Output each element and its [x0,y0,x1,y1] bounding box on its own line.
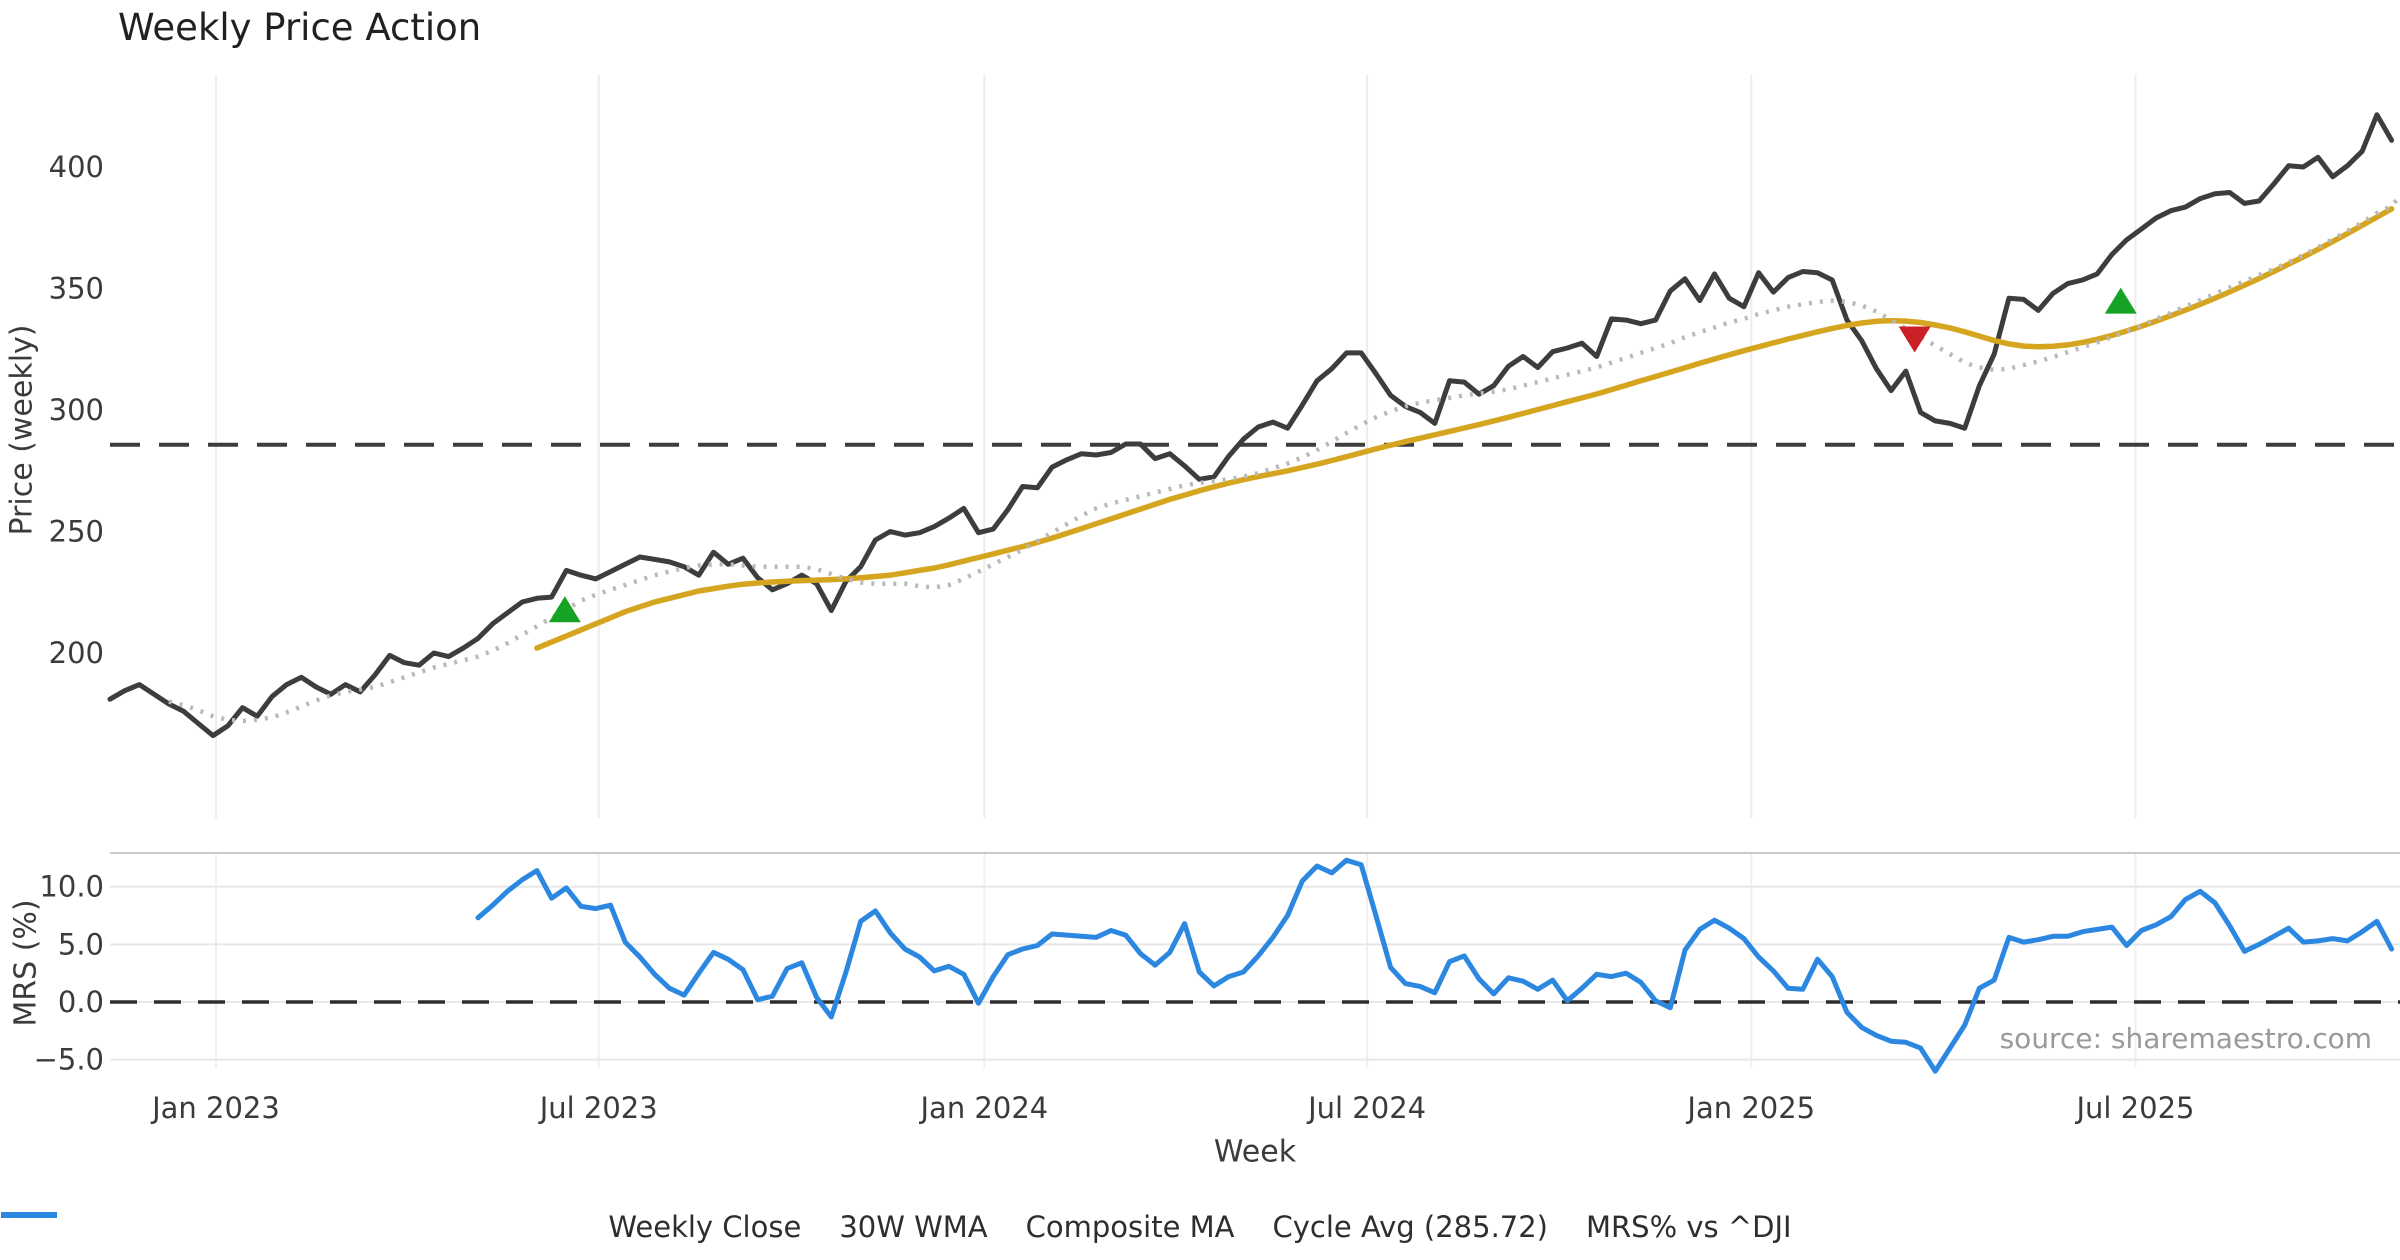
sell-signal-marker [1898,326,1931,353]
price-tick-label: 350 [49,272,104,306]
wma-line [534,206,2395,651]
chart-title: Weekly Price Action [118,6,482,49]
price-tick-label: 200 [49,636,104,670]
price-tick-label: 400 [49,150,104,184]
x-tick-label: Jul 2025 [2074,1091,2194,1125]
mrs-tick-label: 0.0 [58,985,104,1019]
legend-item: Cycle Avg (285.72) [1,1210,1549,1244]
x-tick-label: Jan 2023 [150,1091,280,1125]
mrs-tick-label: −5.0 [34,1043,104,1077]
legend-swatch-icon [1,1212,57,1218]
x-tick-label: Jan 2025 [1685,1091,1815,1125]
mrs-line [475,857,2395,1074]
mrs-axis-label: MRS (%) [8,899,44,1027]
price-tick-label: 300 [49,393,104,427]
composite-ma-line [168,192,2400,724]
legend-label: MRS% vs ^DJI [1586,1210,1792,1244]
legend-item: 30W WMA [1,1210,988,1244]
x-tick-label: Jul 2024 [1306,1091,1426,1125]
source-watermark: source: sharemaestro.com [1999,1022,2372,1055]
price-tick-label: 250 [49,515,104,549]
buy-signal-marker [548,596,581,623]
legend-label: Weekly Close [608,1210,802,1244]
legend: Weekly Close 30W WMA Composite MA Cycle … [0,1210,2400,1244]
legend-item: MRS% vs ^DJI [1,1210,1792,1244]
mrs-tick-label: 5.0 [58,927,104,961]
price-axis-label: Price (weekly) [4,324,40,536]
mrs-tick-label: 10.0 [39,870,104,904]
weekly-close-line [107,112,2395,739]
x-tick-label: Jan 2024 [919,1091,1049,1125]
legend-label: 30W WMA [839,1210,988,1244]
x-axis-label: Week [1213,1134,1297,1170]
legend-item: Composite MA [1,1210,1235,1244]
legend-label: Cycle Avg (285.72) [1272,1210,1549,1244]
legend-item: Weekly Close [1,1210,802,1244]
buy-signal-marker [2104,287,2137,314]
x-tick-label: Jul 2023 [538,1091,658,1125]
legend-label: Composite MA [1025,1210,1235,1244]
